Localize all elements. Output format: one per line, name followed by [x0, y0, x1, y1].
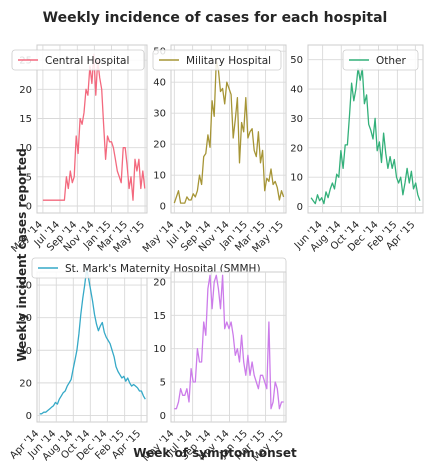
y-tick-label: 10: [153, 171, 166, 182]
legend-box: [342, 49, 419, 71]
y-tick-label: 0: [297, 202, 303, 213]
y-tick-label: 0: [26, 411, 32, 422]
y-tick-label: 80: [19, 281, 32, 292]
y-tick-label: 20: [153, 278, 166, 289]
y-tick-label: 30: [290, 114, 303, 125]
plot-area: [170, 271, 287, 423]
legend-label: Other: [376, 55, 406, 67]
legend: Central Hospital: [11, 49, 145, 71]
y-tick-label: 30: [153, 109, 166, 120]
y-tick-label: 10: [290, 173, 303, 184]
y-tick-label: 20: [19, 85, 32, 96]
y-tick-label: 20: [290, 143, 303, 154]
series-line: [173, 59, 285, 204]
series-line: [39, 268, 146, 415]
y-tick-label: 0: [160, 411, 166, 422]
series-line: [310, 67, 421, 205]
y-tick-label: 15: [153, 311, 166, 322]
figure-y-label: Weekly incident cases reported: [15, 148, 29, 361]
figure-x-label: Week of symptom onset: [133, 446, 297, 460]
legend: Military Hospital: [152, 49, 282, 71]
y-tick-label: 60: [19, 313, 32, 324]
legend-box: [11, 49, 145, 71]
y-tick-label: 40: [153, 78, 166, 89]
y-tick-label: 0: [160, 202, 166, 213]
legend-label: Military Hospital: [186, 55, 271, 67]
series-line: [174, 274, 284, 410]
plot-area: [307, 44, 424, 214]
y-tick-label: 10: [19, 143, 32, 154]
y-tick-label: 50: [290, 55, 303, 66]
legend-box: [152, 49, 282, 71]
y-tick-label: 0: [26, 202, 32, 213]
y-tick-label: 10: [153, 344, 166, 355]
y-tick-label: 20: [19, 378, 32, 389]
y-tick-label: 5: [26, 172, 32, 183]
legend-label: Central Hospital: [45, 55, 129, 67]
y-tick-label: 20: [153, 140, 166, 151]
figure-title: Weekly incidence of cases for each hospi…: [43, 10, 388, 26]
y-tick-label: 40: [19, 346, 32, 357]
y-tick-label: 15: [19, 114, 32, 125]
y-tick-label: 40: [290, 85, 303, 96]
y-tick-label: 5: [160, 378, 166, 389]
plot-area: [170, 44, 287, 214]
legend: Other: [342, 49, 419, 71]
